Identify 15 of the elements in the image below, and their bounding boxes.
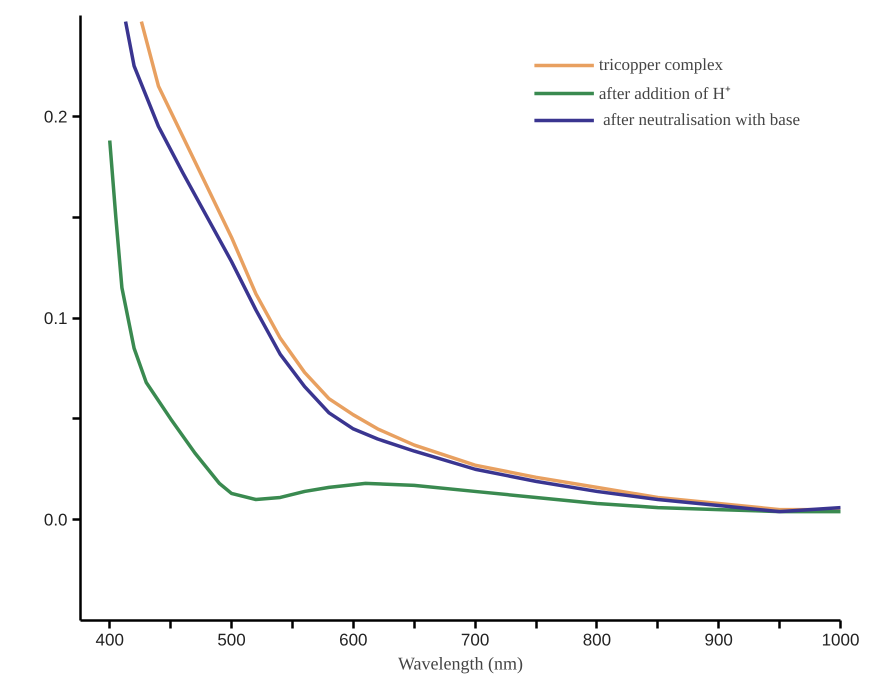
legend-label: after addition of H⁺ (598, 83, 731, 104)
x-tick-label: 800 (582, 630, 612, 650)
line-series (108, 138, 840, 514)
x-tick-label: 500 (217, 630, 246, 650)
x-axis-title: Wavelength (nm) (398, 654, 524, 674)
x-tick-label: 600 (339, 630, 368, 650)
x-tick-label: 900 (704, 630, 733, 650)
y-tick-label: 0.2 (44, 107, 68, 126)
x-tick-label: 700 (460, 630, 490, 650)
x-tick-label: 1000 (822, 630, 860, 650)
y-tick-label: 0.1 (44, 309, 68, 328)
y-tick-label: 0.0 (44, 510, 68, 530)
x-tick-label: 400 (96, 630, 124, 650)
legend-label: after neutralisation with base (602, 110, 800, 130)
legend-label: tricopper complex (598, 55, 724, 75)
